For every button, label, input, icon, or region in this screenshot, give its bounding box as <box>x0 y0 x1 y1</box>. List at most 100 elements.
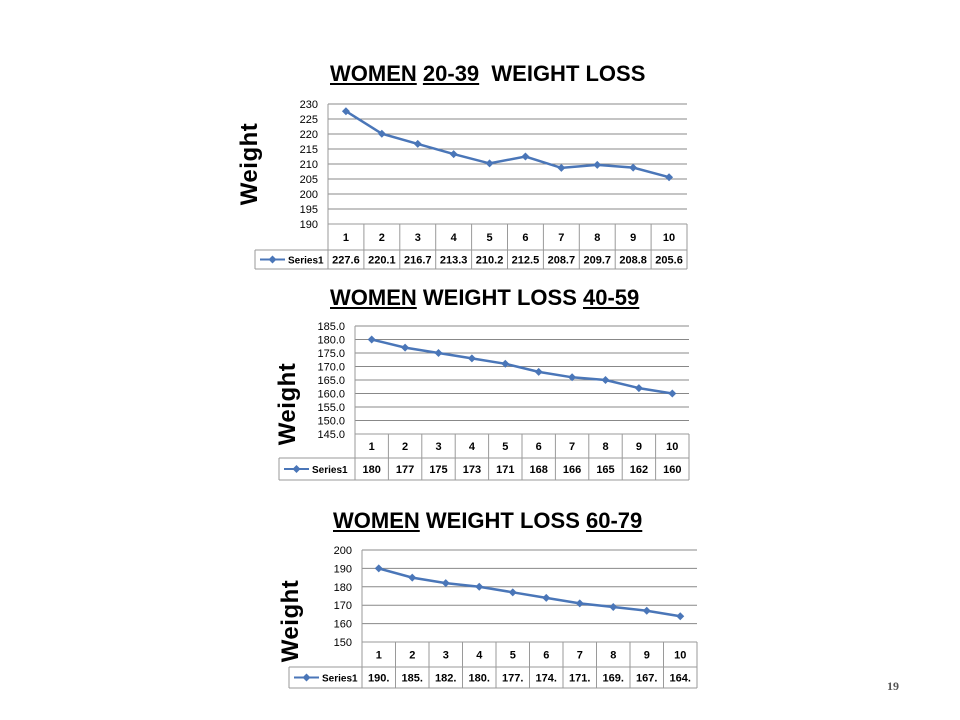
y-tick-label: 150 <box>334 637 352 649</box>
data-point <box>557 163 566 172</box>
data-label: 177. <box>502 673 523 685</box>
x-tick-label: 3 <box>443 650 449 662</box>
data-label: 220.1 <box>368 255 396 267</box>
data-point <box>449 150 458 159</box>
data-point <box>508 588 517 597</box>
data-label: 164. <box>670 673 691 685</box>
data-label: 205.6 <box>655 255 683 267</box>
x-tick-label: 2 <box>379 232 385 244</box>
data-point <box>629 163 638 172</box>
data-point <box>593 160 602 169</box>
y-tick-label: 200 <box>334 545 352 557</box>
data-point <box>408 573 417 582</box>
chart-title-part: WOMEN <box>333 508 420 533</box>
data-label: 173 <box>463 464 481 476</box>
data-label: 166 <box>563 464 581 476</box>
x-tick-label: 9 <box>630 232 636 244</box>
y-tick-label: 155.0 <box>317 402 345 414</box>
x-tick-label: 10 <box>674 650 686 662</box>
page-number: 19 <box>887 679 899 693</box>
data-point <box>367 335 376 344</box>
data-label: 171 <box>496 464 514 476</box>
x-tick-label: 2 <box>409 650 415 662</box>
data-point <box>485 159 494 168</box>
legend-label: Series1 <box>288 256 324 267</box>
x-tick-label: 1 <box>376 650 382 662</box>
data-label: 190. <box>368 673 389 685</box>
data-label: 171. <box>569 673 590 685</box>
x-tick-label: 4 <box>476 650 483 662</box>
y-tick-label: 180 <box>334 582 352 594</box>
y-tick-label: 160.0 <box>317 389 345 401</box>
data-label: 210.2 <box>476 255 504 267</box>
data-point <box>521 152 530 161</box>
y-tick-label: 195 <box>300 204 318 216</box>
y-tick-label: 165.0 <box>317 375 345 387</box>
x-tick-label: 9 <box>636 441 642 453</box>
legend-marker <box>268 255 277 264</box>
data-label: 180. <box>469 673 490 685</box>
data-point <box>609 603 618 612</box>
data-point <box>467 354 476 363</box>
y-tick-label: 160 <box>334 619 352 631</box>
x-tick-label: 9 <box>644 650 650 662</box>
chart-title-part: 40-59 <box>583 285 640 310</box>
data-point <box>634 384 643 393</box>
chart-title-part: WOMEN <box>330 285 417 310</box>
data-label: 208.8 <box>619 255 647 267</box>
y-tick-label: 190 <box>334 563 352 575</box>
data-label: 177 <box>396 464 414 476</box>
data-point <box>534 367 543 376</box>
data-point <box>475 582 484 591</box>
data-label: 168 <box>530 464 548 476</box>
data-point <box>542 593 551 602</box>
data-label: 167. <box>636 673 657 685</box>
series-line <box>345 110 670 179</box>
data-label: 213.3 <box>440 255 468 267</box>
chart-title-part: WEIGHT LOSS <box>416 285 583 310</box>
x-tick-label: 5 <box>502 441 508 453</box>
y-tick-label: 170 <box>334 600 352 612</box>
y-tick-label: 220 <box>300 129 318 141</box>
x-tick-label: 10 <box>666 441 678 453</box>
data-label: 169. <box>603 673 624 685</box>
chart-3-title: WOMEN WEIGHT LOSS 60-79 <box>333 508 642 534</box>
x-tick-label: 5 <box>486 232 492 244</box>
x-tick-label: 7 <box>558 232 564 244</box>
legend-marker <box>302 673 311 682</box>
y-tick-label: 200 <box>300 189 318 201</box>
data-label: 160 <box>663 464 681 476</box>
x-tick-label: 7 <box>577 650 583 662</box>
data-point <box>377 129 386 138</box>
data-point <box>413 139 422 148</box>
x-tick-label: 8 <box>594 232 600 244</box>
data-point <box>441 579 450 588</box>
x-tick-label: 1 <box>369 441 375 453</box>
data-label: 185. <box>402 673 423 685</box>
x-tick-label: 8 <box>602 441 608 453</box>
x-tick-label: 1 <box>343 232 349 244</box>
data-label: 216.7 <box>404 255 432 267</box>
chart-title-part: WEIGHT LOSS <box>479 61 646 86</box>
series-line <box>371 338 673 395</box>
x-tick-label: 10 <box>663 232 675 244</box>
data-label: 212.5 <box>512 255 540 267</box>
legend-marker <box>292 465 301 473</box>
chart-title-part: WEIGHT LOSS <box>419 508 586 533</box>
data-point <box>401 343 410 352</box>
data-point <box>501 359 510 368</box>
data-point <box>568 373 577 382</box>
data-label: 174. <box>536 673 557 685</box>
data-label: 175 <box>429 464 447 476</box>
x-tick-label: 2 <box>402 441 408 453</box>
data-label: 165 <box>596 464 614 476</box>
x-tick-label: 6 <box>543 650 549 662</box>
y-tick-label: 230 <box>300 99 318 111</box>
x-tick-label: 4 <box>451 232 458 244</box>
data-point <box>341 107 350 116</box>
y-tick-label: 145.0 <box>317 429 345 441</box>
data-point <box>665 173 674 182</box>
x-tick-label: 7 <box>569 441 575 453</box>
x-tick-label: 6 <box>536 441 542 453</box>
